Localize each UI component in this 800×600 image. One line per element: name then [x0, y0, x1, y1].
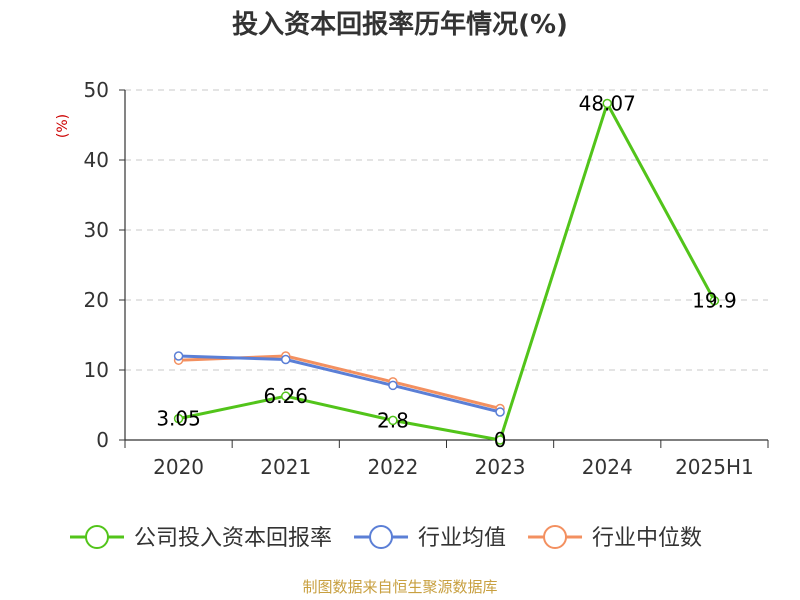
data-point-s0-2 — [388, 415, 398, 426]
data-point-s0-1 — [281, 391, 291, 401]
data-label-3: 0 — [494, 428, 507, 452]
series-line-0 — [178, 102, 716, 442]
x-tick-label-2025H1: 2025H1 — [675, 455, 754, 479]
y-tick-label-40: 40 — [84, 148, 109, 172]
legend-marker-1 — [369, 525, 394, 549]
legend-marker-0 — [85, 525, 109, 549]
y-tick-labels: 0 10 20 30 40 50 — [84, 78, 109, 452]
data-point-s1-2 — [388, 380, 398, 391]
x-tick-label-2023: 2023 — [475, 455, 526, 479]
series-lines — [173, 98, 720, 445]
series-line-1 — [178, 354, 501, 414]
legend-item-1[interactable]: 行业均值 — [354, 525, 506, 551]
x-tick-label-2020: 2020 — [153, 455, 204, 479]
legend-label-2: 行业中位数 — [592, 526, 702, 551]
y-axis-unit: (%) — [55, 114, 71, 138]
axes — [119, 89, 769, 448]
data-point-s0-0 — [173, 413, 184, 424]
x-tick-label-2021: 2021 — [260, 455, 311, 479]
data-label-5: 19.9 — [692, 289, 737, 313]
legend-item-2[interactable]: 行业中位数 — [528, 525, 702, 551]
data-label-2: 2.8 — [377, 408, 409, 432]
data-label-0: 3.05 — [156, 407, 201, 431]
data-point-s1-1 — [281, 354, 291, 365]
data-label-1: 6.26 — [263, 384, 308, 408]
y-tick-label-10: 10 — [84, 358, 109, 382]
data-point-s1-0 — [173, 351, 184, 361]
data-point-s0-3 — [495, 435, 505, 445]
y-tick-label-20: 20 — [84, 288, 109, 312]
data-label-4: 48.07 — [579, 92, 636, 116]
y-tick-label-50: 50 — [84, 78, 109, 102]
data-point-s0-5 — [709, 295, 720, 306]
y-tick-label-0: 0 — [96, 428, 109, 452]
chart-title: 投入资本回报率历年情况(%) — [232, 9, 568, 40]
source-note: 制图数据来自恒生聚源数据库 — [302, 578, 497, 596]
y-tick-label-30: 30 — [84, 218, 109, 242]
x-tick-label-2024: 2024 — [582, 455, 633, 479]
x-tick-labels: 2020 2021 2022 2023 2024 2025H1 — [153, 455, 754, 479]
grid-lines — [125, 89, 768, 371]
data-point-s1-3 — [495, 407, 505, 417]
legend-marker-2 — [543, 525, 568, 549]
legend-label-1: 行业均值 — [418, 526, 506, 551]
data-point-s0-4 — [602, 98, 612, 109]
legend[interactable]: 公司投入资本回报率 行业均值 行业中位数 — [70, 525, 702, 551]
x-tick-label-2022: 2022 — [367, 455, 418, 479]
legend-label-0: 公司投入资本回报率 — [134, 526, 332, 551]
legend-item-0[interactable]: 公司投入资本回报率 — [70, 525, 332, 551]
data-labels: 3.05 6.26 2.8 0 48.07 19.9 — [156, 92, 736, 452]
